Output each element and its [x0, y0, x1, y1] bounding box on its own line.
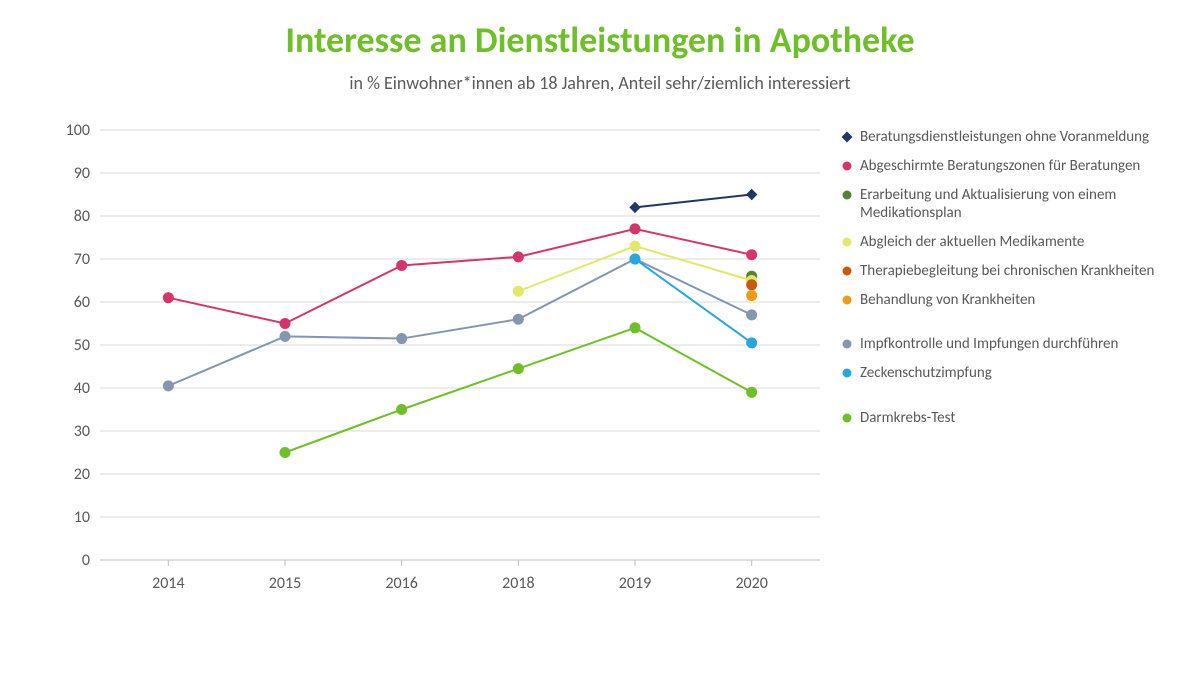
series-marker-impf: [747, 310, 757, 320]
legend-item-medplan: Erarbeitung und Aktualisierung von einem…: [840, 186, 1180, 224]
y-tick-label: 70: [74, 250, 90, 269]
legend-marker-icon: [840, 188, 854, 202]
legend-label: Therapiebegleitung bei chronischen Krank…: [860, 262, 1154, 281]
page: Interesse an Dienstleistungen in Apothek…: [0, 0, 1200, 675]
legend-item-impf: Impfkontrolle und Impfungen durchführen: [840, 335, 1180, 354]
y-tick-label: 10: [74, 508, 90, 527]
series-marker-zecken: [630, 254, 640, 264]
series-marker-darmkrebs: [513, 364, 523, 374]
y-tick-label: 80: [74, 207, 90, 226]
y-tick-label: 30: [74, 422, 90, 441]
series-marker-abgleich: [513, 286, 523, 296]
series-marker-beratung_ohne: [630, 202, 640, 212]
legend-item-abgeschirmt: Abgeschirmte Beratungszonen für Beratung…: [840, 157, 1180, 176]
legend-item-zecken: Zeckenschutzimpfung: [840, 364, 1180, 383]
legend-item-beratung_ohne: Beratungsdienstleistungen ohne Voranmeld…: [840, 128, 1180, 147]
legend-label: Behandlung von Krankheiten: [860, 291, 1035, 310]
legend-item-behandlung: Behandlung von Krankheiten: [840, 291, 1180, 310]
series-marker-impf: [280, 331, 290, 341]
series-marker-abgeschirmt: [513, 252, 523, 262]
y-tick-label: 20: [74, 465, 90, 484]
legend-label: Zeckenschutzimpfung: [860, 364, 992, 383]
y-tick-label: 40: [74, 379, 90, 398]
series-marker-behandlung: [747, 291, 757, 301]
series-marker-abgeschirmt: [163, 293, 173, 303]
chart-legend: Beratungsdienstleistungen ohne Voranmeld…: [840, 128, 1180, 428]
legend-marker-icon: [840, 235, 854, 249]
series-marker-therapie: [747, 280, 757, 290]
legend-label: Beratungsdienstleistungen ohne Voranmeld…: [860, 128, 1149, 147]
series-line-zecken: [635, 259, 752, 343]
series-marker-abgeschirmt: [397, 260, 407, 270]
series-line-impf: [168, 259, 751, 386]
x-tick-label: 2018: [502, 574, 534, 593]
series-marker-impf: [397, 334, 407, 344]
y-tick-label: 100: [66, 121, 90, 140]
legend-marker-icon: [840, 293, 854, 307]
series-line-abgleich: [518, 246, 751, 291]
legend-label: Erarbeitung und Aktualisierung von einem…: [860, 186, 1180, 224]
series-marker-impf: [163, 381, 173, 391]
y-tick-label: 0: [82, 551, 90, 570]
series-marker-zecken: [747, 338, 757, 348]
legend-item-abgleich: Abgleich der aktuellen Medikamente: [840, 233, 1180, 252]
series-marker-darmkrebs: [280, 448, 290, 458]
x-tick-label: 2014: [152, 574, 184, 593]
legend-marker-icon: [840, 337, 854, 351]
series-line-abgeschirmt: [168, 229, 751, 324]
series-marker-abgeschirmt: [280, 319, 290, 329]
legend-label: Abgeschirmte Beratungszonen für Beratung…: [860, 157, 1140, 176]
legend-label: Darmkrebs-Test: [860, 409, 955, 428]
y-tick-label: 60: [74, 293, 90, 312]
legend-marker-icon: [840, 159, 854, 173]
series-marker-abgleich: [630, 241, 640, 251]
legend-marker-icon: [840, 264, 854, 278]
y-tick-label: 50: [74, 336, 90, 355]
legend-label: Abgleich der aktuellen Medikamente: [860, 233, 1084, 252]
x-tick-label: 2019: [619, 574, 651, 593]
x-tick-label: 2020: [735, 574, 767, 593]
series-marker-abgeschirmt: [747, 250, 757, 260]
x-tick-label: 2016: [385, 574, 417, 593]
legend-marker-icon: [840, 366, 854, 380]
x-tick-label: 2015: [269, 574, 301, 593]
series-marker-beratung_ohne: [747, 190, 757, 200]
legend-marker-icon: [840, 130, 854, 144]
legend-label: Impfkontrolle und Impfungen durchführen: [860, 335, 1118, 354]
series-line-darmkrebs: [285, 328, 752, 453]
legend-item-therapie: Therapiebegleitung bei chronischen Krank…: [840, 262, 1180, 281]
series-marker-abgeschirmt: [630, 224, 640, 234]
y-tick-label: 90: [74, 164, 90, 183]
series-marker-darmkrebs: [630, 323, 640, 333]
legend-marker-icon: [840, 411, 854, 425]
series-marker-darmkrebs: [747, 387, 757, 397]
series-marker-impf: [513, 314, 523, 324]
series-marker-darmkrebs: [397, 405, 407, 415]
legend-item-darmkrebs: Darmkrebs-Test: [840, 409, 1180, 428]
series-line-beratung_ohne: [635, 195, 752, 208]
